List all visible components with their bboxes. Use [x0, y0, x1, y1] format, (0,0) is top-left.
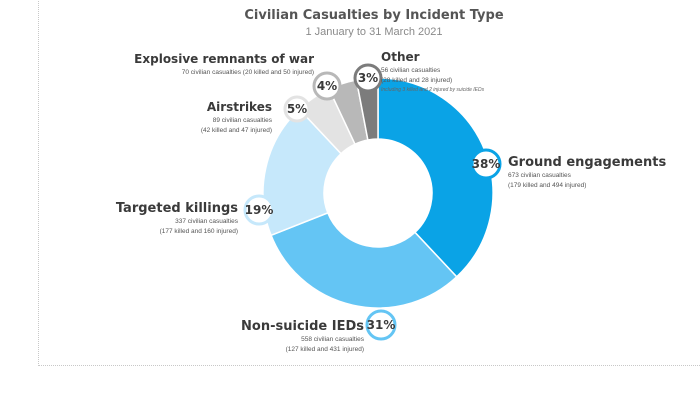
chart-title: Civilian Casualties by Incident Type — [244, 8, 503, 23]
percent-label-5: 4% — [317, 79, 337, 93]
detail-casualties-2: 558 civilian casualties — [301, 336, 365, 343]
percent-label-4: 5% — [287, 102, 307, 116]
chart-frame — [38, 0, 700, 366]
percent-badge-5 — [312, 71, 342, 101]
detail-casualties-5: 70 civilian casualties (20 killed and 50… — [182, 69, 314, 76]
detail-breakdown-2: (127 killed and 431 injured) — [286, 346, 364, 353]
category-label-3: Targeted killings — [116, 201, 238, 216]
percent-label-6: 3% — [358, 71, 378, 85]
detail-casualties-3: 337 civilian casualties — [175, 218, 239, 225]
detail-breakdown-6: (28 killed and 28 injured) — [381, 77, 452, 84]
detail-note-6: Including 3 killed and 2 injured by suic… — [381, 87, 485, 93]
percent-badge-3 — [243, 194, 275, 226]
percent-badge-1 — [470, 148, 502, 180]
percent-badge-6 — [353, 63, 383, 93]
percent-label-1: 38% — [472, 157, 501, 171]
slice-2 — [270, 211, 458, 309]
percent-badge-4 — [283, 95, 311, 123]
detail-breakdown-3: (177 killed and 160 injured) — [160, 228, 238, 235]
detail-casualties-1: 673 civilian casualties — [508, 172, 572, 179]
detail-casualties-6: 56 civilian casualties — [381, 67, 441, 74]
slice-1 — [377, 77, 494, 278]
category-label-5: Explosive remnants of war — [134, 52, 314, 66]
chart-subtitle: 1 January to 31 March 2021 — [306, 26, 443, 38]
category-label-6: Other — [381, 50, 420, 64]
detail-breakdown-4: (42 killed and 47 injured) — [201, 127, 272, 134]
percent-badge-2 — [365, 309, 397, 341]
percent-label-3: 19% — [245, 203, 274, 217]
detail-breakdown-1: (179 killed and 494 injured) — [508, 182, 586, 189]
category-label-2: Non-suicide IEDs — [241, 319, 364, 334]
percent-label-2: 31% — [367, 318, 396, 332]
detail-casualties-4: 89 civilian casualties — [213, 117, 273, 124]
category-label-1: Ground engagements — [508, 155, 666, 170]
category-label-4: Airstrikes — [207, 100, 272, 114]
